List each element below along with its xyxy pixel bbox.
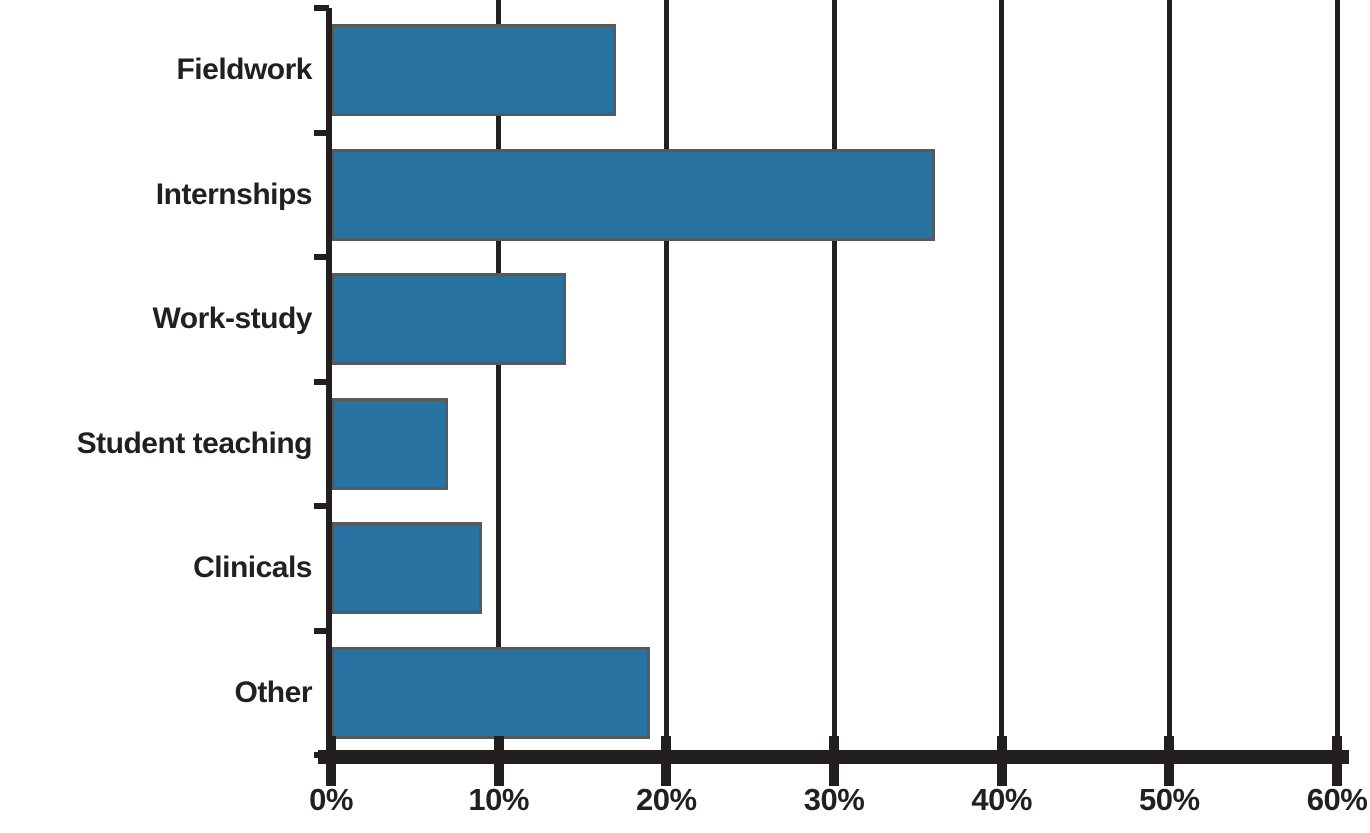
x-axis-tick xyxy=(1164,736,1175,786)
bar-fieldwork xyxy=(331,24,617,117)
category-label: Internships xyxy=(155,177,313,211)
category-label: Other xyxy=(234,675,312,709)
y-axis-tick xyxy=(314,503,329,509)
y-axis-line xyxy=(326,8,332,755)
x-axis-tick xyxy=(661,736,672,786)
x-tick-label: 10% xyxy=(468,782,529,817)
gridline-30% xyxy=(831,0,837,755)
gridline-50% xyxy=(1166,0,1172,755)
x-axis-tick xyxy=(1332,736,1342,786)
bar-internships xyxy=(331,148,935,241)
bar-work-study xyxy=(331,273,566,366)
category-label: Work-study xyxy=(152,302,313,336)
bar-student-teaching xyxy=(331,397,449,490)
category-label: Clinicals xyxy=(193,551,312,585)
y-axis-tick xyxy=(314,5,329,11)
gridline-20% xyxy=(663,0,669,755)
bar-other xyxy=(331,646,650,739)
category-label: Fieldwork xyxy=(176,53,312,87)
x-axis-tick xyxy=(493,736,504,786)
x-tick-label: 0% xyxy=(309,782,353,817)
x-axis-tick xyxy=(996,736,1007,786)
x-tick-label: 20% xyxy=(636,782,697,817)
y-axis-tick xyxy=(314,254,329,260)
category-label: Student teaching xyxy=(76,426,313,460)
gridline-40% xyxy=(999,0,1005,755)
gridline-60% xyxy=(1334,0,1340,755)
x-tick-label: 40% xyxy=(971,782,1032,817)
y-axis-tick xyxy=(314,752,329,758)
bar-clinicals xyxy=(331,522,482,615)
x-tick-label: 30% xyxy=(803,782,865,817)
gridline-10% xyxy=(496,0,502,755)
y-axis-tick xyxy=(314,378,329,385)
y-axis-tick xyxy=(314,627,329,634)
x-tick-label: 50% xyxy=(1139,782,1200,817)
x-tick-label: 60% xyxy=(1306,782,1368,817)
y-axis-tick xyxy=(314,129,329,136)
x-axis-tick xyxy=(326,736,336,786)
x-axis-tick xyxy=(829,736,839,786)
